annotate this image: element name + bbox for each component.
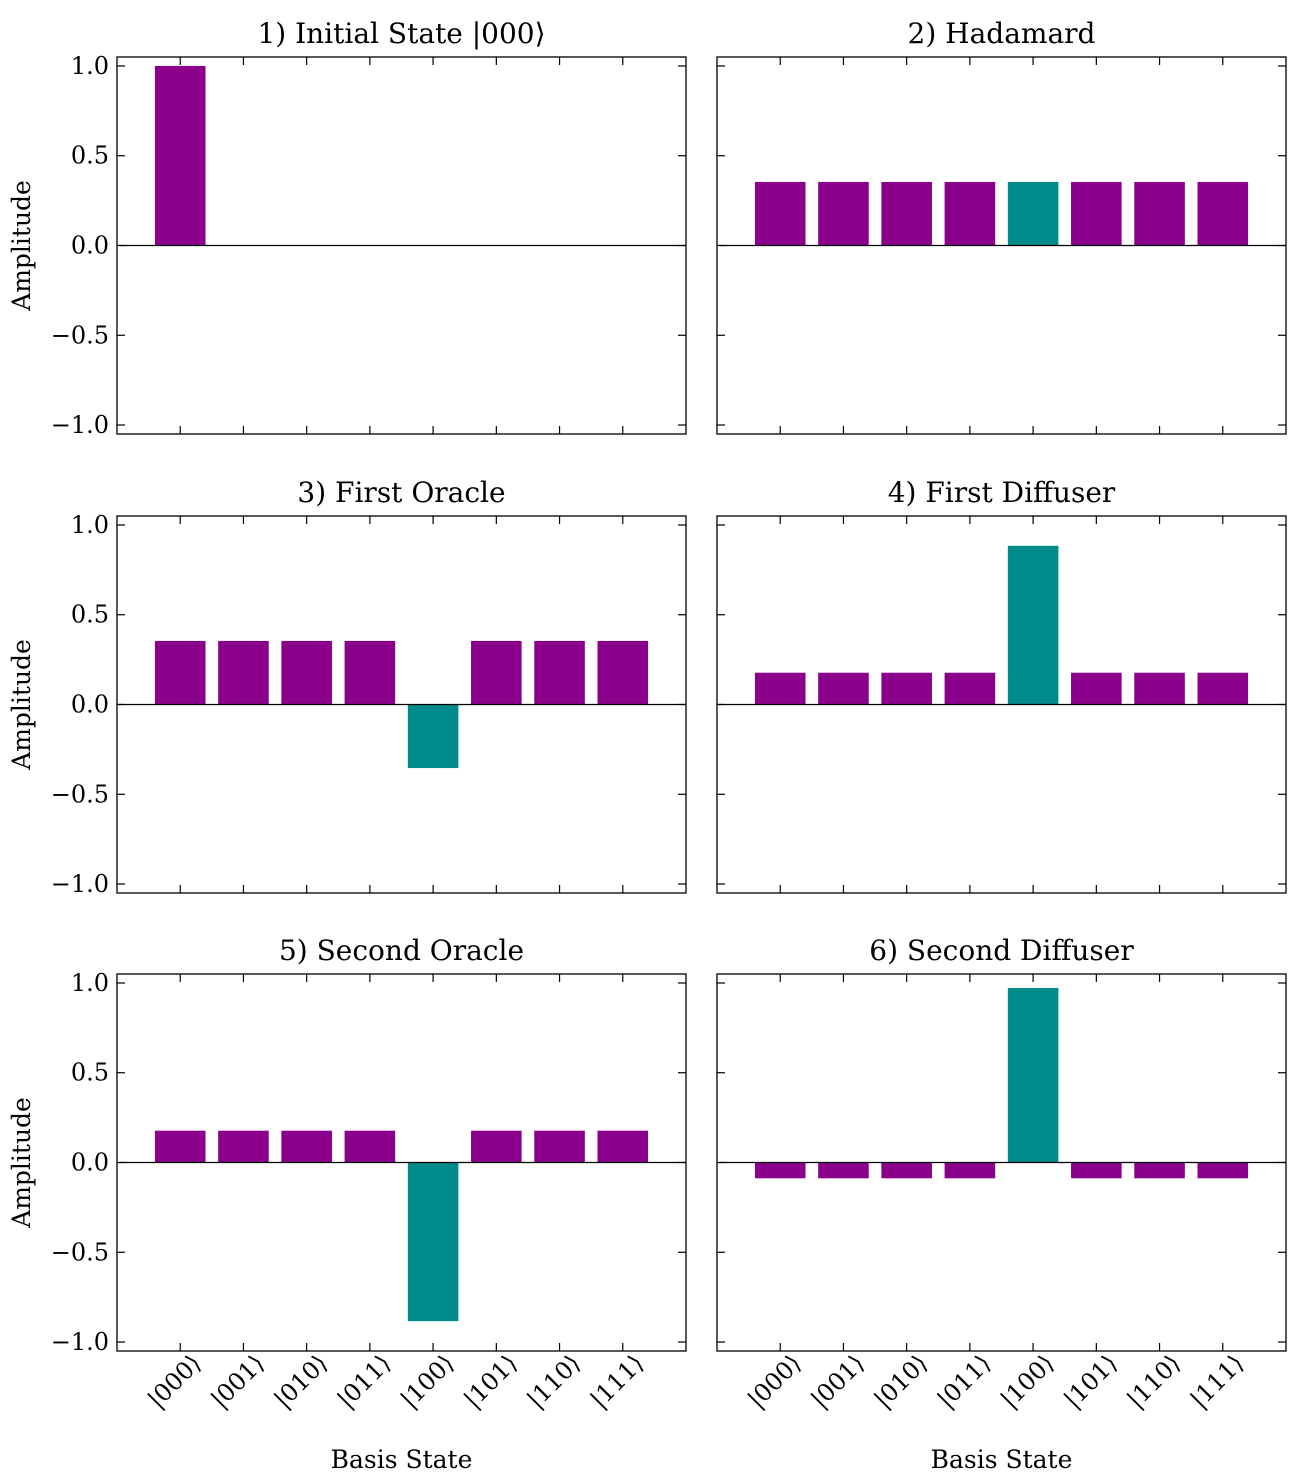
bar-state xyxy=(281,1130,332,1163)
bar-state xyxy=(1197,1162,1249,1179)
panel-title: 4) First Diffuser xyxy=(888,476,1116,509)
bar-state xyxy=(344,640,396,705)
panel-title: 5) Second Oracle xyxy=(279,934,524,967)
xtick-label: |001⟩ xyxy=(806,1349,871,1414)
panel-title: 3) First Oracle xyxy=(297,476,505,509)
bar-state xyxy=(1071,1162,1122,1179)
bar-state xyxy=(218,640,269,705)
xtick-label: |111⟩ xyxy=(585,1349,650,1414)
xtick-label: |110⟩ xyxy=(522,1349,587,1414)
xtick-label: |010⟩ xyxy=(869,1349,934,1414)
bar-marked xyxy=(1007,181,1059,246)
ytick-label: 0.0 xyxy=(71,691,109,719)
bar-state xyxy=(818,1162,869,1179)
xtick-label: |011⟩ xyxy=(932,1349,997,1414)
bar-state xyxy=(281,640,332,705)
ytick-label: 1.0 xyxy=(71,969,109,997)
ytick-label: 0.5 xyxy=(71,601,109,629)
xtick-label: |100⟩ xyxy=(995,1349,1060,1414)
bar-state xyxy=(1197,181,1249,246)
bar-state xyxy=(154,640,206,705)
bar-state xyxy=(944,181,996,246)
panel-3: 3) First Oracle 1.0 0.5 0.0 −0.5 −1.0 Amplitud… xyxy=(7,476,687,898)
bar-state xyxy=(881,672,932,705)
bar-state xyxy=(1134,672,1185,705)
bar-state xyxy=(1134,181,1185,246)
bar-state xyxy=(597,640,649,705)
bar-state xyxy=(1071,672,1122,705)
ytick-label: −1.0 xyxy=(51,870,109,898)
bar-marked xyxy=(407,1162,459,1322)
bar-state xyxy=(754,1162,806,1179)
xtick-label: |000⟩ xyxy=(142,1349,207,1414)
xtick-label: |111⟩ xyxy=(1185,1349,1250,1414)
y-axis-label: Amplitude xyxy=(7,180,36,312)
xtick-label: |110⟩ xyxy=(1122,1349,1187,1414)
bar-state xyxy=(597,1130,649,1163)
xtick-label: |100⟩ xyxy=(395,1349,460,1414)
ytick-label: 0.5 xyxy=(71,1059,109,1087)
bar-state xyxy=(154,1130,206,1163)
bar-state xyxy=(1134,1162,1185,1179)
xtick-label: |010⟩ xyxy=(269,1349,334,1414)
bar-marked xyxy=(1007,545,1059,705)
ytick-label: −0.5 xyxy=(51,321,109,349)
ytick-label: 0.5 xyxy=(71,142,109,170)
bar-state xyxy=(534,640,585,705)
panel-5: 5) Second Oracle 1.0 0.5 0.0 −0.5 −1.0 Amplitu… xyxy=(7,934,687,1474)
bar-state xyxy=(154,65,206,246)
bar-state xyxy=(1071,181,1122,246)
xtick-label: |001⟩ xyxy=(206,1349,271,1414)
bar-state xyxy=(218,1130,269,1163)
bar-state xyxy=(881,181,932,246)
bar-state xyxy=(1197,672,1249,705)
xtick-label: |000⟩ xyxy=(742,1349,807,1414)
panel-title: 2) Hadamard xyxy=(908,17,1096,50)
ytick-label: 0.0 xyxy=(71,232,109,260)
bar-marked xyxy=(407,704,459,769)
bar-state xyxy=(471,640,522,705)
xtick-label: |101⟩ xyxy=(1058,1349,1123,1414)
y-axis-label: Amplitude xyxy=(7,1097,36,1229)
ytick-label: 0.0 xyxy=(71,1149,109,1177)
bar-state xyxy=(471,1130,522,1163)
panel-title: 1) Initial State |000⟩ xyxy=(257,17,545,50)
bar-state xyxy=(754,672,806,705)
xtick-label: |011⟩ xyxy=(332,1349,397,1414)
x-axis-label: Basis State xyxy=(331,1445,473,1474)
bar-marked xyxy=(1007,988,1059,1163)
panel-2: 2) Hadamard xyxy=(716,17,1287,435)
x-axis-label: Basis State xyxy=(931,1445,1073,1474)
bar-state xyxy=(344,1130,396,1163)
bar-state xyxy=(818,181,869,246)
ytick-label: −0.5 xyxy=(51,1238,109,1266)
panel-4: 4) First Diffuser xyxy=(716,476,1287,894)
panel-title: 6) Second Diffuser xyxy=(869,934,1134,967)
bar-state xyxy=(534,1130,585,1163)
panel-6: 6) Second Diffuser|000⟩|001⟩|010⟩|011⟩|1… xyxy=(716,934,1287,1474)
panel-1: 1) Initial State |000⟩ 1.0 0.5 0.0 −0.5 −1.0 A… xyxy=(7,17,687,439)
bar-state xyxy=(944,672,996,705)
bar-state xyxy=(881,1162,932,1179)
bar-state xyxy=(818,672,869,705)
ytick-label: −0.5 xyxy=(51,780,109,808)
ytick-label: 1.0 xyxy=(71,52,109,80)
bar-state xyxy=(944,1162,996,1179)
y-axis-label: Amplitude xyxy=(7,639,36,771)
ytick-label: −1.0 xyxy=(51,411,109,439)
ytick-label: 1.0 xyxy=(71,511,109,539)
ytick-label: −1.0 xyxy=(51,1328,109,1356)
xtick-label: |101⟩ xyxy=(458,1349,523,1414)
bar-state xyxy=(754,181,806,246)
